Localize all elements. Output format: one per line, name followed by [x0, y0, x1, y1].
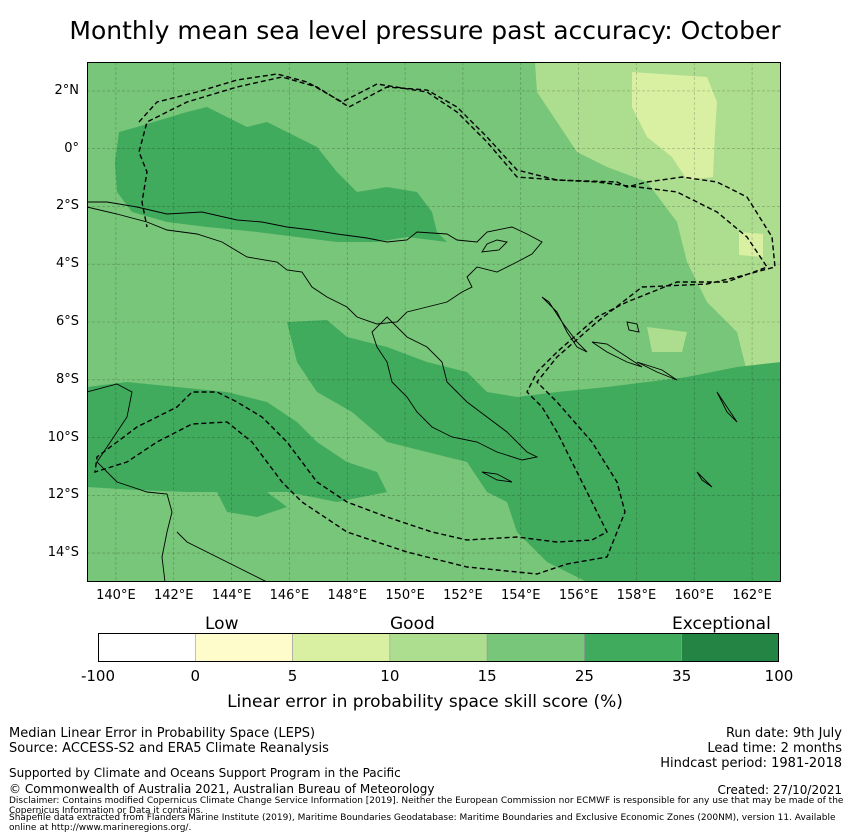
lat-tick-label: 8°S [55, 371, 79, 387]
source-text: Source: ACCESS-S2 and ERA5 Climate Reana… [9, 741, 329, 756]
region-10-15-east-patch [647, 327, 687, 352]
colorbar-segment [584, 633, 683, 662]
lon-tick-label: 150°E [385, 588, 425, 603]
region-5-10-north-east [632, 72, 717, 180]
colorbar-tick-label: 10 [380, 667, 400, 685]
lon-tick-label: 152°E [443, 588, 483, 603]
colorbar-segment [194, 633, 293, 662]
region-25-35-south-patch [217, 492, 287, 517]
lead-time: Lead time: 2 months [707, 741, 842, 756]
support-text: Supported by Climate and Oceans Support … [9, 766, 401, 780]
colorbar-tick-label: 35 [672, 667, 692, 685]
hindcast-period: Hindcast period: 1981-2018 [660, 756, 842, 771]
lon-tick-label: 148°E [327, 588, 368, 603]
disclaimer-text: Disclaimer: Contains modified Copernicus… [9, 796, 844, 816]
lat-tick-label: 4°S [55, 256, 79, 272]
lon-tick-label: 160°E [674, 588, 715, 603]
lat-tick-label: 2°N [54, 82, 80, 98]
lon-tick-label: 142°E [153, 588, 194, 603]
region-25-35-south-west [87, 382, 387, 502]
run-date: Run date: 9th July [725, 726, 842, 741]
lat-tick-label: 2°S [55, 198, 79, 214]
eez-boundary [94, 73, 776, 575]
lat-tick-label: 0° [64, 140, 79, 156]
colorbar-tick-label: 15 [477, 667, 497, 685]
lat-tick-label: 10°S [47, 429, 79, 445]
lat-tick-label: 12°S [47, 487, 79, 503]
method-text: Median Linear Error in Probability Space… [9, 726, 316, 741]
colorbar-tick-label: 5 [287, 667, 298, 685]
colorbar-tick-label: -100 [80, 667, 116, 685]
region-10-15-north-east [535, 62, 781, 377]
lat-tick-label: 6°S [55, 314, 79, 329]
lon-tick-label: 158°E [616, 588, 657, 603]
colorbar-segment [389, 633, 488, 662]
skill-map [87, 62, 781, 582]
lon-tick-label: 156°E [558, 588, 599, 603]
lon-tick-label: 140°E [96, 588, 136, 603]
lon-tick-label: 146°E [269, 588, 310, 603]
region-5-10-east-patch [739, 232, 763, 257]
colorbar-segment [98, 633, 196, 662]
colorbar-segment [681, 633, 779, 662]
region-25-35-central [287, 320, 781, 582]
lon-tick-label: 154°E [500, 588, 541, 603]
category-low: Low [205, 614, 239, 634]
colorbar-tick-label: 0 [190, 667, 201, 685]
shapefile-text: Shapefile data extracted from Flanders M… [9, 813, 836, 833]
created-date: Created: 27/10/2021 [717, 783, 842, 797]
colorbar-tick-label: 100 [764, 667, 794, 685]
lon-tick-label: 144°E [211, 588, 252, 603]
colorbar-segment [292, 633, 391, 662]
chart-title: Monthly mean sea level pressure past acc… [69, 16, 781, 45]
colorbar-label: Linear error in probability space skill … [227, 692, 623, 712]
lon-tick-label: 162°E [732, 588, 772, 603]
colorbar [98, 633, 779, 662]
lat-tick-label: 14°S [47, 545, 79, 561]
category-good: Good [390, 614, 435, 634]
copyright-text: © Commonwealth of Australia 2021, Austra… [9, 782, 435, 796]
category-exceptional: Exceptional [672, 614, 771, 634]
colorbar-border [98, 633, 779, 662]
colorbar-segment [486, 633, 585, 662]
colorbar-tick-label: 25 [574, 667, 594, 685]
coastlines [87, 201, 738, 582]
gridlines [87, 62, 781, 582]
region-25-35-north [115, 107, 447, 242]
